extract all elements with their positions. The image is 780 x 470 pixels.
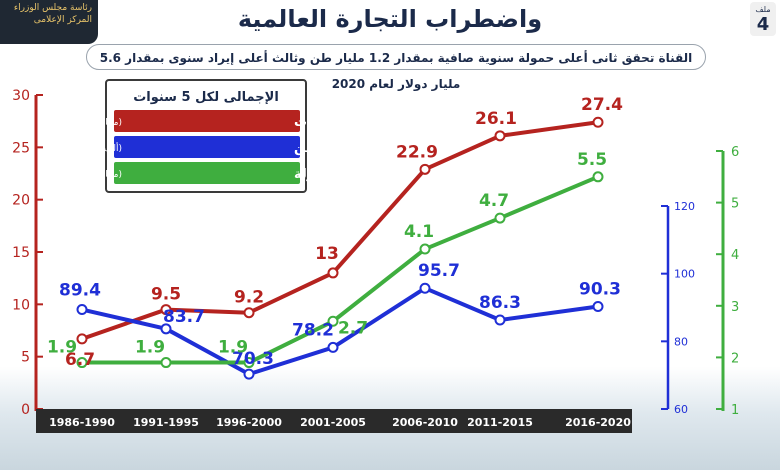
category-label: 2016-2020 <box>565 416 631 429</box>
ships-point <box>327 341 339 353</box>
tonnage-axis-tick-label: 2 <box>731 351 739 366</box>
tonnage-data-label: 4.1 <box>404 222 434 242</box>
left-axis-tick-label: 5 <box>21 350 30 366</box>
revenue-point <box>160 304 172 316</box>
left-axis-tick-label: 25 <box>12 140 30 156</box>
ships-data-label: 95.7 <box>418 261 460 281</box>
ships-axis-tick-label: 80 <box>674 335 688 348</box>
revenue-data-label: 26.1 <box>475 109 517 129</box>
category-label: 2006-2010 <box>392 416 458 429</box>
ships-data-label: 83.7 <box>163 307 205 327</box>
tonnage-axis-tick-label: 4 <box>731 248 739 263</box>
top-bar <box>0 0 780 38</box>
ships-point <box>76 304 88 316</box>
logo: رئاسة مجلس الوزراء المركز الإعلامى <box>0 0 98 44</box>
category-axis-bar <box>36 409 632 433</box>
revenue-data-label: 13 <box>315 244 339 264</box>
category-label: 2001-2005 <box>300 416 366 429</box>
left-axis-tick-label: 0 <box>21 402 30 418</box>
category-label: 1996-2000 <box>216 416 282 429</box>
file-badge-number: 4 <box>756 14 770 35</box>
tonnage-data-label: 1.9 <box>218 338 248 358</box>
legend-swatch-revenue <box>114 110 300 132</box>
file-badge-word: ملف <box>755 5 771 14</box>
legend-unit-tonnage: (مليار طن) <box>80 170 122 180</box>
legend-title: الإجمالى لكل 5 سنوات <box>133 90 279 105</box>
tonnage-point <box>494 212 506 224</box>
tonnage-axis-tick-label: 1 <box>731 403 739 418</box>
tonnage-data-label: 5.5 <box>577 150 607 170</box>
legend-unit-ships: (ألف سفينة) <box>75 142 122 154</box>
tonnage-axis-tick-label: 5 <box>731 197 739 212</box>
revenue-data-label: 9.2 <box>234 288 264 308</box>
ships-data-label: 86.3 <box>479 293 521 313</box>
ships-axis-tick-label: 60 <box>674 403 688 416</box>
category-label: 1986-1990 <box>49 416 115 429</box>
revenue-point <box>243 307 255 319</box>
legend-swatch-ships <box>114 136 300 158</box>
revenue-point <box>327 267 339 279</box>
revenue-data-label: 27.4 <box>581 95 623 115</box>
ships-data-label: 70.3 <box>232 349 274 369</box>
ships-axis-tick-label: 120 <box>674 200 695 213</box>
left-axis-tick-label: 20 <box>12 193 30 209</box>
tonnage-point <box>592 171 604 183</box>
legend-swatch-tonnage <box>114 162 300 184</box>
legend-label-ships: أعداد السفن <box>294 139 374 156</box>
tonnage-data-label: 2.7 <box>338 318 368 338</box>
tonnage-point <box>419 243 431 255</box>
left-axis-tick-label: 30 <box>12 88 30 104</box>
revenue-point <box>494 130 506 142</box>
legend-label-revenue: الإيرادات <box>294 115 350 130</box>
tonnage-point <box>160 357 172 369</box>
ships-point <box>419 282 431 294</box>
revenue-point <box>592 116 604 128</box>
ships-point <box>592 300 604 312</box>
subtitle: القناة تحقق ثانى أعلى حمولة سنوية صافية … <box>86 44 706 91</box>
ships-data-label: 78.2 <box>292 320 334 340</box>
legend-label-tonnage: صافى الحمولة <box>294 167 386 182</box>
revenue-data-label: 6.7 <box>65 350 95 370</box>
tonnage-point <box>243 357 255 369</box>
ships-axis-tick-label: 100 <box>674 268 695 281</box>
file-badge: ملف 4 <box>750 2 776 36</box>
logo-line-2: المركز الإعلامى <box>33 15 92 25</box>
tonnage-point <box>327 315 339 327</box>
revenue-point <box>76 333 88 345</box>
revenue-data-label: 9.5 <box>151 285 181 305</box>
category-label: 2011-2015 <box>467 416 533 429</box>
tonnage-axis-tick-label: 3 <box>731 300 739 315</box>
ships-point <box>243 368 255 380</box>
ships-point <box>494 314 506 326</box>
tonnage-data-label: 1.9 <box>135 338 165 358</box>
tonnage-point <box>76 357 88 369</box>
tonnage-axis-tick-label: 6 <box>731 145 739 160</box>
ships-data-label: 89.4 <box>59 281 101 301</box>
tonnage-data-label: 1.9 <box>47 338 77 358</box>
legend-unit-revenue: (مليار دولار) <box>77 118 122 128</box>
page-title: واضطراب التجارة العالمية <box>237 5 543 33</box>
revenue-data-label: 22.9 <box>396 142 438 162</box>
tonnage-data-label: 4.7 <box>479 191 509 211</box>
category-label: 1991-1995 <box>133 416 199 429</box>
logo-line-1: رئاسة مجلس الوزراء <box>13 3 92 13</box>
left-axis-tick-label: 10 <box>12 297 30 313</box>
left-axis-tick-label: 15 <box>12 245 30 261</box>
revenue-point <box>419 163 431 175</box>
ships-point <box>160 323 172 335</box>
ships-data-label: 90.3 <box>579 279 621 299</box>
